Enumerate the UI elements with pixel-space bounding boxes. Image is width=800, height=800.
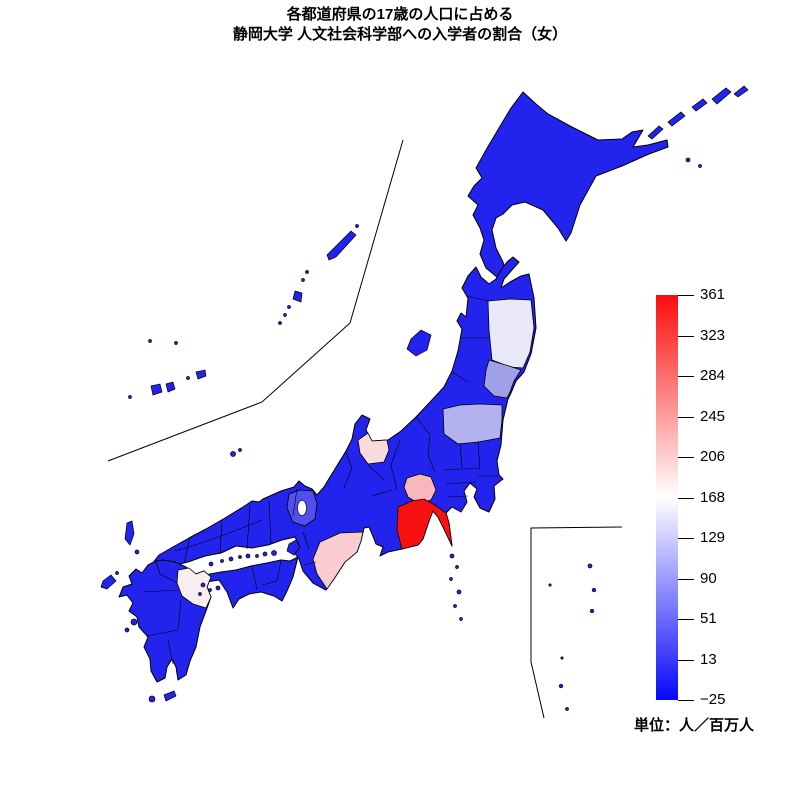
ogasawara-inset-separator xyxy=(530,526,623,719)
legend-tick xyxy=(678,498,694,499)
region-shizuoka xyxy=(396,498,453,550)
legend-colorbar xyxy=(656,295,678,700)
region-toyama xyxy=(357,432,390,465)
legend-tick-label: 168 xyxy=(700,489,726,506)
legend-tick xyxy=(678,417,694,418)
legend-tick-label: 129 xyxy=(700,529,726,546)
legend-tick xyxy=(678,376,694,377)
legend-tick-label: 206 xyxy=(700,448,726,465)
kuril-islands xyxy=(647,85,749,168)
legend-tick-label: 284 xyxy=(700,367,726,384)
legend-tick-label: 13 xyxy=(700,651,717,668)
oki-islands xyxy=(230,448,242,457)
seto-inland-sea-islands xyxy=(198,550,277,596)
legend-tick xyxy=(678,538,694,539)
legend-tick xyxy=(678,700,694,701)
legend-tick-label: 245 xyxy=(700,408,726,425)
chart-title: 各都道府県の17歳の人口に占める 静岡大学 人文社会科学部への入学者の割合（女） xyxy=(0,5,800,45)
region-oita xyxy=(176,567,212,609)
izu-islands xyxy=(449,553,463,621)
region-fukushima xyxy=(442,403,503,445)
region-iwate xyxy=(487,298,535,369)
region-miyagi xyxy=(483,359,522,399)
legend-tick-label: 361 xyxy=(700,286,726,303)
prefecture-borders xyxy=(142,295,498,665)
region-shikoku xyxy=(191,556,299,609)
region-mie xyxy=(312,531,364,590)
okinawa-inset-separator xyxy=(107,139,404,462)
tsushima-iki-goto-islands xyxy=(100,520,140,633)
legend-tick xyxy=(678,295,694,296)
legend-tick-label: 90 xyxy=(700,570,717,587)
legend-tick-label: −25 xyxy=(700,691,726,708)
awaji-island xyxy=(286,539,301,556)
sado-island xyxy=(406,329,432,357)
ogasawara-islands xyxy=(548,563,597,711)
legend-tick xyxy=(678,660,694,661)
lake-biwa xyxy=(297,500,307,516)
okinawa-nansei-islands xyxy=(128,224,359,399)
legend-tick-label: 323 xyxy=(700,327,726,344)
chart-title-line2: 静岡大学 人文社会科学部への入学者の割合（女） xyxy=(232,26,568,43)
legend-tick xyxy=(678,457,694,458)
legend-tick-label: 51 xyxy=(700,610,717,627)
legend-unit-label: 単位：人／百万人 xyxy=(634,717,755,734)
chart-title-line1: 各都道府県の17歳の人口に占める xyxy=(286,6,514,23)
legend-tick xyxy=(678,579,694,580)
south-kyushu-islands xyxy=(148,690,177,703)
legend-tick xyxy=(678,336,694,337)
region-yamanashi xyxy=(403,473,437,505)
region-hokkaido xyxy=(467,91,669,279)
legend-tick xyxy=(678,619,694,620)
